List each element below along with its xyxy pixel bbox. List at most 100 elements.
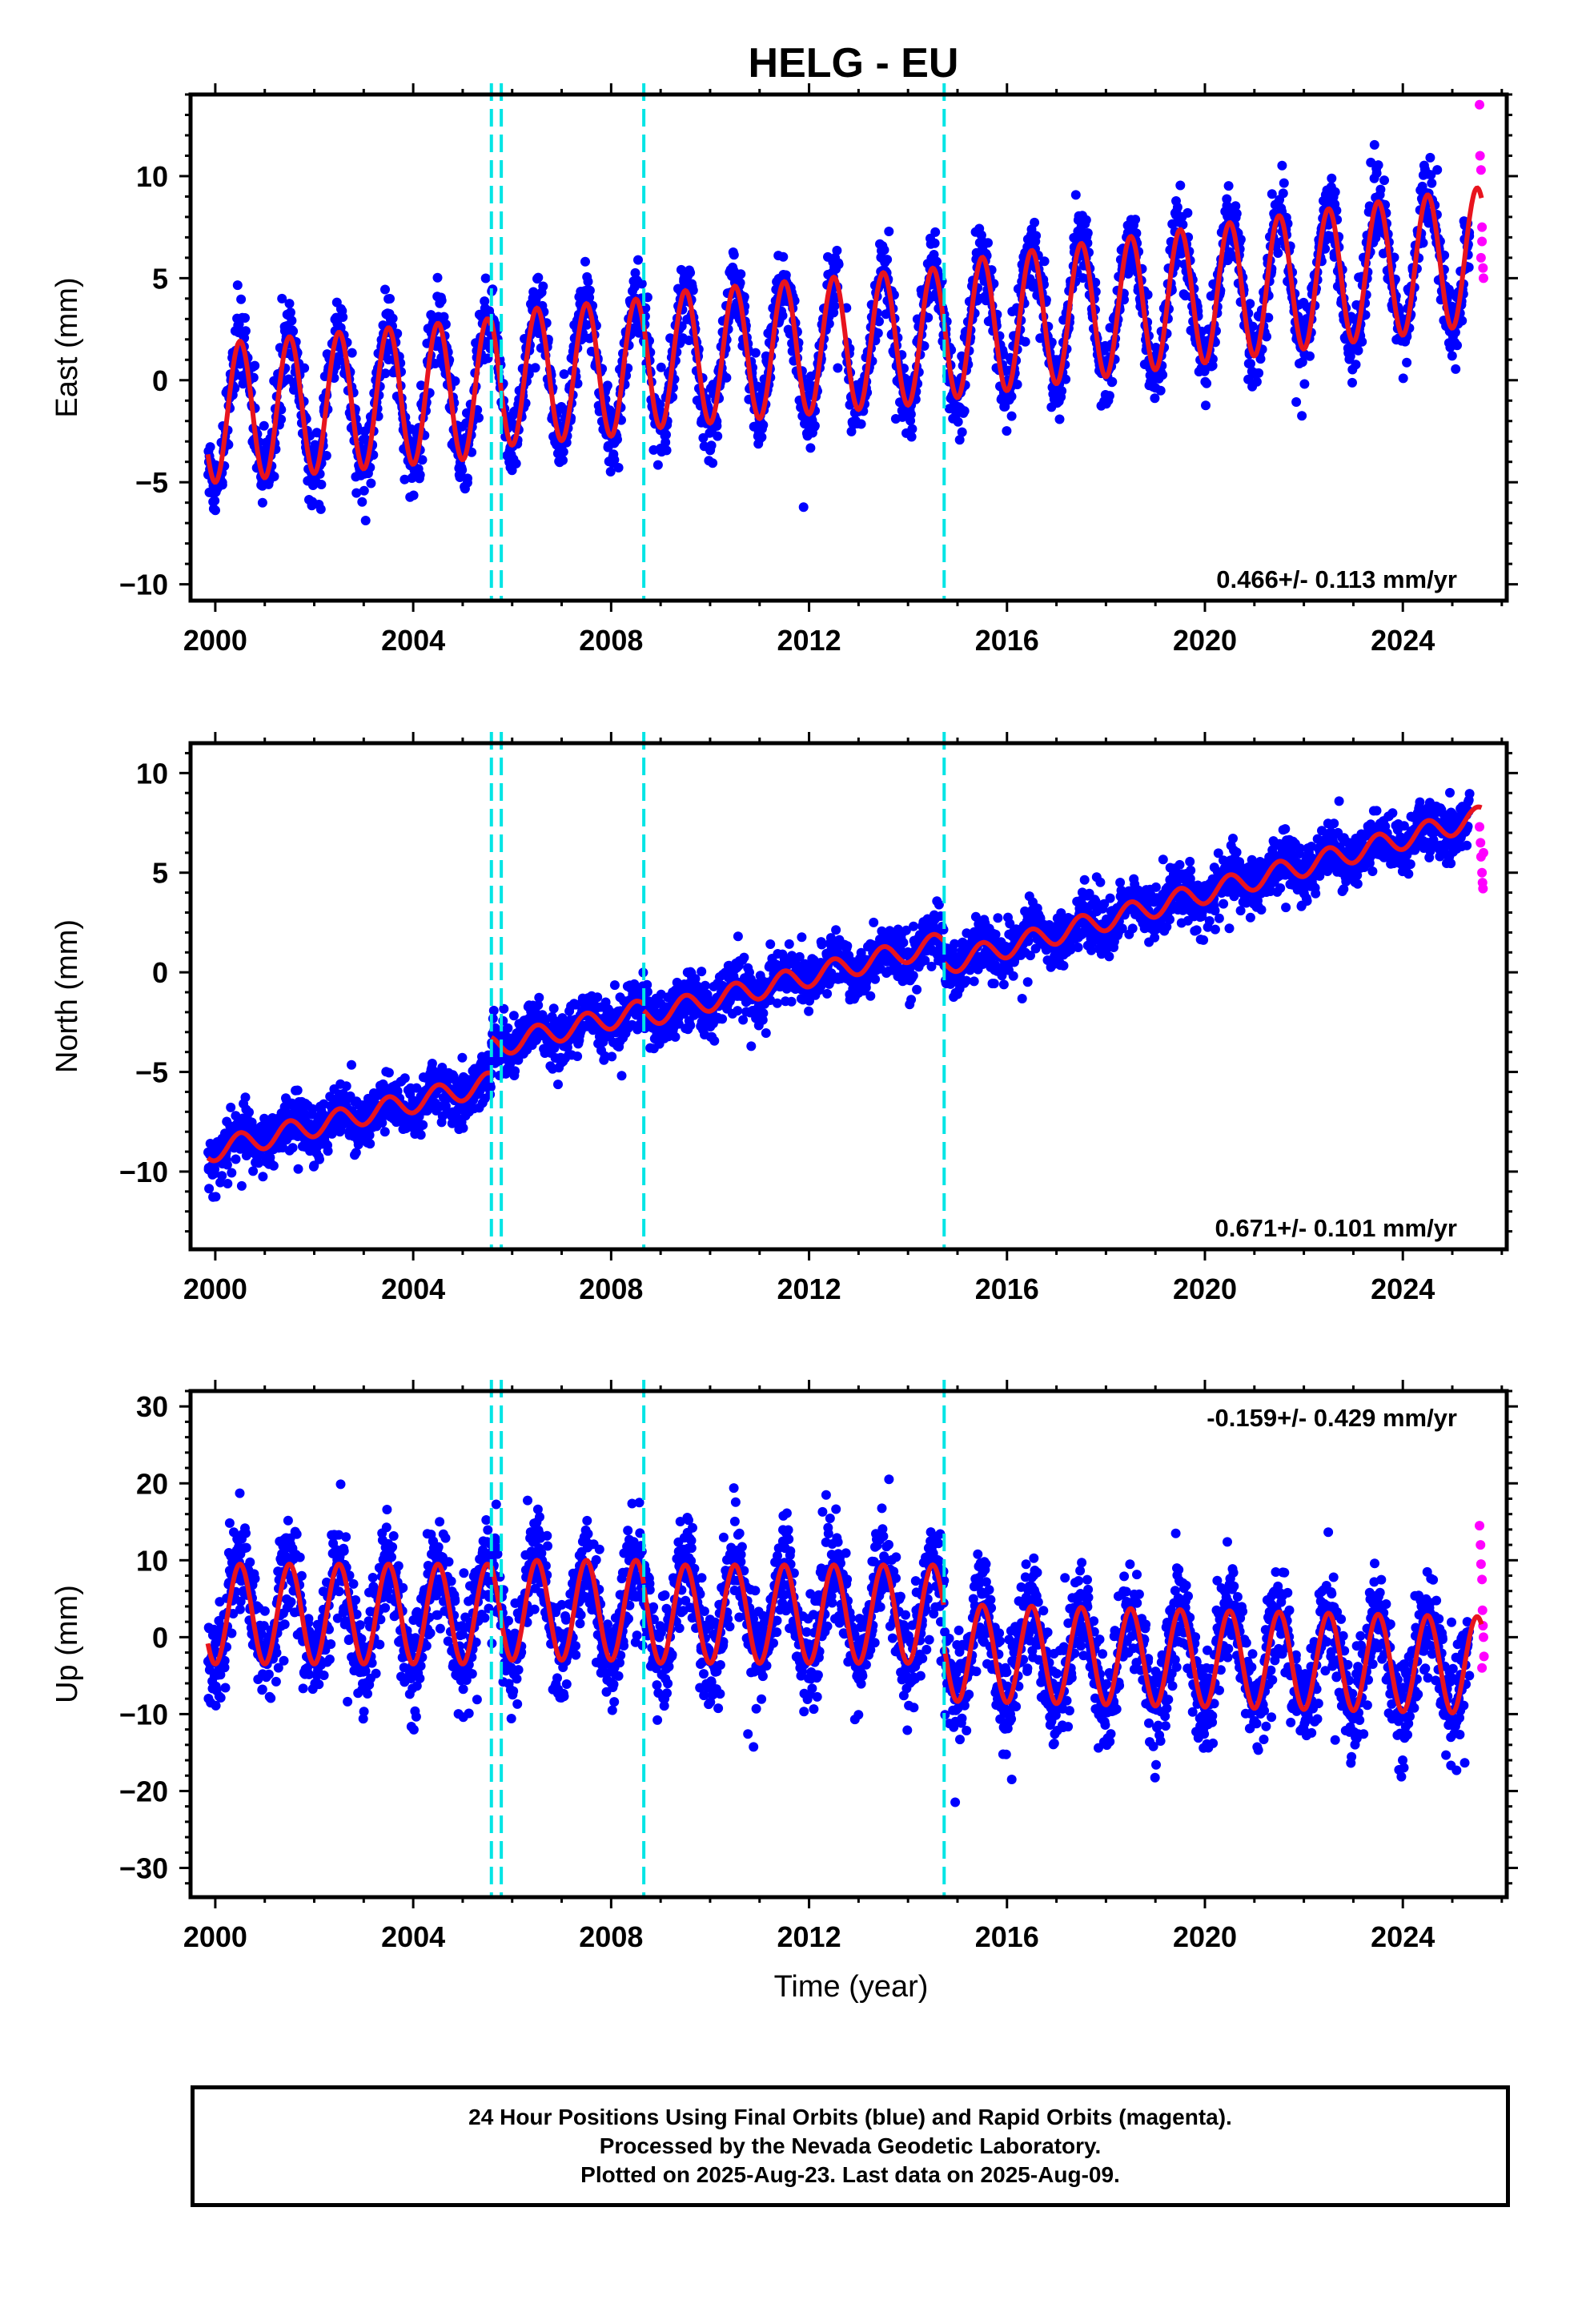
final-orbit-point: [347, 348, 357, 358]
final-orbit-point: [685, 1020, 696, 1031]
final-orbit-point: [1299, 379, 1310, 389]
final-orbit-point: [833, 259, 844, 270]
final-orbit-point: [258, 1172, 268, 1182]
final-orbit-point: [231, 1154, 241, 1164]
final-orbit-point: [930, 227, 941, 237]
final-orbit-point: [758, 420, 769, 430]
x-tick-label: 2024: [1371, 624, 1435, 657]
final-orbit-point: [1104, 391, 1114, 401]
final-orbit-point: [557, 1013, 568, 1023]
final-orbit-point: [670, 1031, 681, 1042]
final-orbit-point: [805, 443, 816, 453]
final-orbit-point: [580, 256, 590, 267]
final-orbit-point: [1175, 180, 1186, 191]
final-orbit-point: [607, 1051, 617, 1062]
final-orbit-point: [930, 238, 940, 248]
final-orbit-point: [757, 432, 767, 442]
final-orbit-point: [905, 409, 916, 420]
final-orbit-point: [781, 270, 791, 280]
rapid-orbit-point: [1477, 222, 1488, 232]
rapid-orbit-point: [1476, 252, 1486, 263]
final-orbit-point: [636, 279, 647, 289]
final-orbit-point: [400, 474, 410, 485]
final-orbit-point: [729, 250, 739, 260]
final-orbit-point: [387, 313, 398, 324]
final-orbit-point: [661, 445, 672, 456]
final-orbit-point: [750, 348, 761, 358]
final-orbit-point: [1379, 175, 1389, 186]
final-orbit-point: [572, 1051, 583, 1061]
final-orbit-point: [383, 1068, 394, 1078]
final-orbit-point: [417, 455, 428, 465]
final-orbit-point: [293, 1164, 303, 1174]
final-orbit-point: [276, 414, 287, 424]
final-orbit-point: [211, 505, 220, 516]
y-tick-label: −10: [119, 569, 168, 601]
final-orbit-point: [733, 931, 743, 942]
final-orbit-point: [488, 1005, 499, 1015]
final-orbit-point: [248, 1166, 259, 1176]
model-fit-line: [641, 265, 946, 431]
final-orbit-point: [1182, 207, 1193, 218]
final-orbit-point: [1130, 215, 1141, 225]
final-orbit-point: [1254, 368, 1264, 378]
final-orbit-point: [772, 998, 782, 1008]
final-orbit-point: [736, 269, 746, 279]
final-orbit-point: [439, 312, 449, 322]
final-orbit-point: [605, 467, 616, 476]
final-orbit-point: [257, 497, 267, 508]
y-tick-label: −5: [135, 466, 168, 499]
final-orbit-point: [1178, 219, 1188, 230]
final-orbit-point: [1246, 359, 1255, 369]
final-orbit-point: [321, 451, 331, 460]
final-orbit-point: [1425, 152, 1435, 163]
final-orbit-point: [1351, 360, 1361, 370]
final-orbit-point: [592, 992, 603, 1003]
final-orbit-point: [236, 294, 247, 304]
final-orbit-point: [712, 420, 722, 431]
final-orbit-point: [365, 1139, 375, 1149]
final-orbit-point: [222, 1160, 232, 1170]
final-orbit-point: [856, 419, 866, 429]
final-orbit-point: [652, 460, 663, 470]
rapid-orbit-point: [1478, 263, 1488, 273]
final-orbit-point: [809, 420, 820, 431]
final-orbit-point: [268, 1160, 279, 1171]
final-orbit-point: [385, 294, 395, 304]
final-orbit-point: [307, 1104, 318, 1114]
final-orbit-point: [957, 427, 967, 437]
figure-title: HELG - EU: [749, 40, 959, 86]
final-orbit-point: [765, 939, 776, 949]
final-orbit-point: [1418, 238, 1428, 248]
final-orbit-point: [1330, 187, 1340, 197]
final-orbit-point: [416, 380, 426, 391]
final-orbit-point: [1150, 393, 1160, 404]
east-frame: [188, 92, 1509, 603]
final-orbit-point: [906, 432, 917, 442]
x-tick-label: 2008: [579, 624, 643, 657]
final-orbit-point: [1373, 160, 1383, 171]
final-orbit-point: [709, 1035, 720, 1046]
final-orbit-point: [379, 1127, 390, 1137]
final-orbit-point: [1457, 316, 1468, 326]
final-orbit-point: [1247, 321, 1258, 332]
final-orbit-point: [432, 272, 443, 283]
rapid-orbit-point: [1477, 236, 1488, 247]
final-orbit-point: [474, 412, 484, 423]
y-tick-label: 5: [152, 262, 168, 295]
final-orbit-point: [824, 319, 834, 329]
final-orbit-point: [661, 429, 671, 440]
final-orbit-point: [236, 1180, 247, 1191]
east-step-markers: [489, 83, 946, 602]
model-fit-line: [205, 316, 494, 485]
final-orbit-point: [232, 280, 243, 291]
final-orbit-point: [223, 1179, 233, 1188]
final-orbit-point: [1357, 336, 1367, 347]
final-orbit-point: [1006, 411, 1017, 421]
final-orbit-point: [882, 255, 893, 265]
final-orbit-point: [1366, 157, 1376, 167]
final-orbit-point: [600, 1051, 610, 1061]
final-orbit-point: [884, 227, 894, 236]
final-orbit-point: [1447, 351, 1457, 361]
